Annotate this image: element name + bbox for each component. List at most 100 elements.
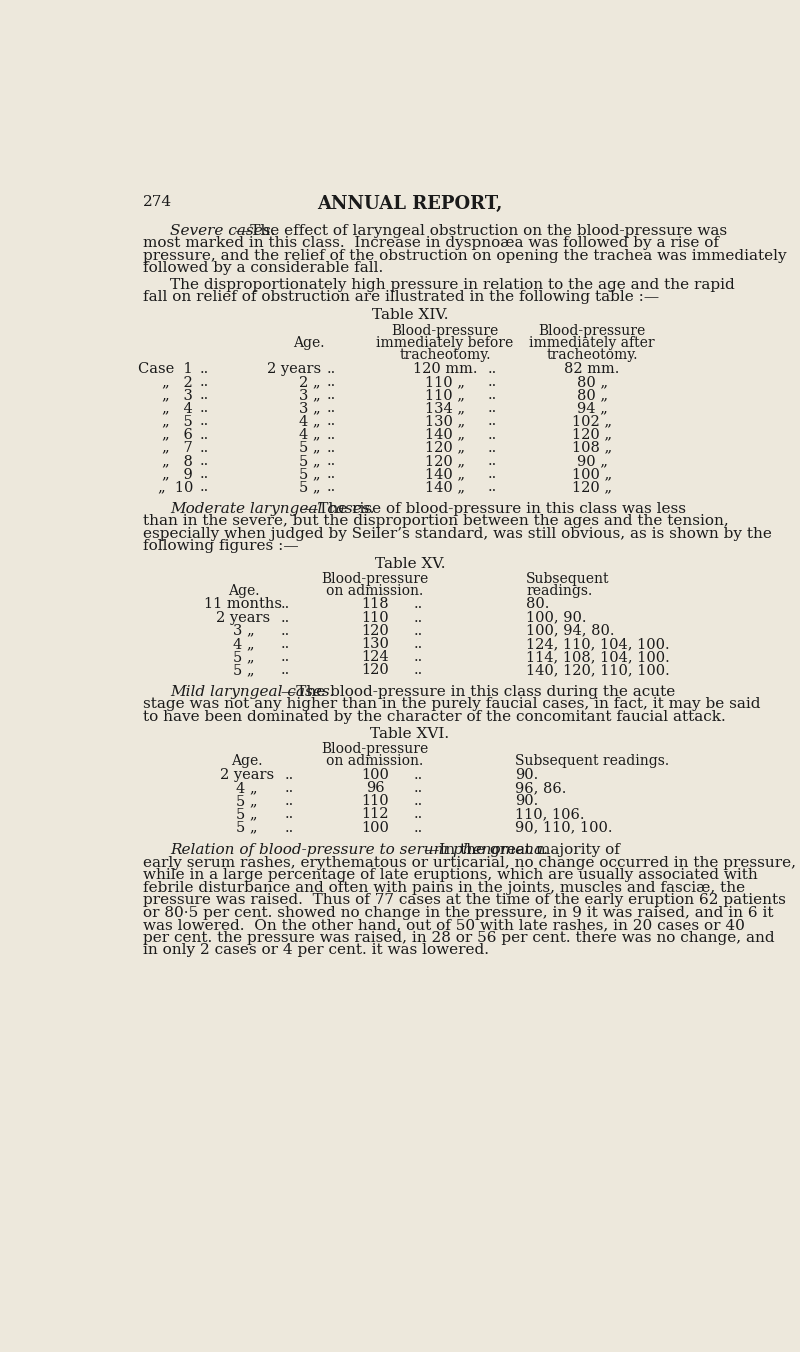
Text: 114, 108, 104, 100.: 114, 108, 104, 100. (526, 650, 670, 664)
Text: ..: .. (487, 427, 497, 442)
Text: 274: 274 (142, 195, 172, 208)
Text: pressure was raised.  Thus of 77 cases at the time of the early eruption 62 pati: pressure was raised. Thus of 77 cases at… (142, 894, 786, 907)
Text: 134 „: 134 „ (425, 402, 465, 415)
Text: ..: .. (281, 598, 290, 611)
Text: ..: .. (414, 821, 423, 834)
Text: 3 „: 3 „ (299, 402, 321, 415)
Text: Table XV.: Table XV. (374, 557, 446, 571)
Text: 140 „: 140 „ (425, 466, 465, 481)
Text: or 80·5 per cent. showed no change in the pressure, in 9 it was raised, and in 6: or 80·5 per cent. showed no change in th… (142, 906, 773, 919)
Text: 110: 110 (362, 611, 389, 625)
Text: Subsequent: Subsequent (526, 572, 610, 585)
Text: ..: .. (487, 375, 497, 389)
Text: ..: .. (326, 414, 335, 429)
Text: 100 „: 100 „ (572, 466, 612, 481)
Text: Mild laryngeal cases.: Mild laryngeal cases. (170, 684, 334, 699)
Text: ..: .. (487, 441, 497, 454)
Text: 140, 120, 110, 100.: 140, 120, 110, 100. (526, 664, 670, 677)
Text: stage was not any higher than in the purely faucial cases, in fact, it may be sa: stage was not any higher than in the pur… (142, 698, 760, 711)
Text: immediately before: immediately before (376, 337, 514, 350)
Text: fall on relief of obstruction are illustrated in the following table :—: fall on relief of obstruction are illust… (142, 291, 658, 304)
Text: —The effect of laryngeal obstruction on the blood-pressure was: —The effect of laryngeal obstruction on … (235, 224, 727, 238)
Text: 108 „: 108 „ (572, 441, 612, 454)
Text: 120 „: 120 „ (572, 427, 612, 442)
Text: 4 „: 4 „ (233, 637, 254, 650)
Text: 4 „: 4 „ (237, 781, 258, 795)
Text: 120 „: 120 „ (572, 480, 612, 495)
Text: Age.: Age. (231, 754, 263, 768)
Text: to have been dominated by the character of the concomitant faucial attack.: to have been dominated by the character … (142, 710, 726, 723)
Text: ..: .. (326, 402, 335, 415)
Text: ..: .. (199, 388, 209, 402)
Text: Table XVI.: Table XVI. (370, 727, 450, 741)
Text: „   7: „ 7 (162, 441, 193, 454)
Text: most marked in this class.  Increase in dyspnoæa was followed by a rise of: most marked in this class. Increase in d… (142, 237, 718, 250)
Text: immediately after: immediately after (530, 337, 655, 350)
Text: 96: 96 (366, 781, 385, 795)
Text: 130: 130 (361, 637, 389, 650)
Text: 118: 118 (362, 598, 389, 611)
Text: on admission.: on admission. (326, 754, 424, 768)
Text: ..: .. (281, 664, 290, 677)
Text: Relation of blood-pressure to serum phenomena.: Relation of blood-pressure to serum phen… (170, 844, 548, 857)
Text: ..: .. (326, 466, 335, 481)
Text: ..: .. (487, 362, 497, 376)
Text: The disproportionately high pressure in relation to the age and the rapid: The disproportionately high pressure in … (170, 277, 734, 292)
Text: 130 „: 130 „ (425, 414, 465, 429)
Text: ..: .. (326, 388, 335, 402)
Text: ..: .. (285, 807, 294, 822)
Text: Case  1: Case 1 (138, 362, 193, 376)
Text: 110: 110 (362, 794, 389, 808)
Text: ..: .. (199, 441, 209, 454)
Text: pressure, and the relief of the obstruction on opening the trachea was immediate: pressure, and the relief of the obstruct… (142, 249, 786, 262)
Text: 2 years: 2 years (266, 362, 321, 376)
Text: tracheotomy.: tracheotomy. (546, 347, 638, 362)
Text: Blood-pressure: Blood-pressure (538, 324, 646, 338)
Text: than in the severe, but the disproportion between the ages and the tension,: than in the severe, but the disproportio… (142, 514, 728, 529)
Text: early serum rashes, erythematous or urticarial, no change occurred in the pressu: early serum rashes, erythematous or urti… (142, 856, 796, 869)
Text: 5 „: 5 „ (237, 821, 258, 834)
Text: Blood-pressure: Blood-pressure (322, 572, 429, 585)
Text: 5 „: 5 „ (237, 807, 258, 822)
Text: —In the great majority of: —In the great majority of (424, 844, 620, 857)
Text: Age.: Age. (228, 584, 259, 598)
Text: ..: .. (199, 454, 209, 468)
Text: 124, 110, 104, 100.: 124, 110, 104, 100. (526, 637, 670, 650)
Text: 5 „: 5 „ (299, 454, 321, 468)
Text: ..: .. (281, 611, 290, 625)
Text: 82 mm.: 82 mm. (565, 362, 620, 376)
Text: 100, 94, 80.: 100, 94, 80. (526, 623, 614, 638)
Text: 120: 120 (362, 664, 389, 677)
Text: febrile disturbance and often with pains in the joints, muscles and fasciæ, the: febrile disturbance and often with pains… (142, 880, 745, 895)
Text: „   8: „ 8 (162, 454, 193, 468)
Text: 80 „: 80 „ (577, 375, 608, 389)
Text: ..: .. (199, 480, 209, 495)
Text: ..: .. (199, 362, 209, 376)
Text: ..: .. (487, 466, 497, 481)
Text: ..: .. (414, 611, 423, 625)
Text: —The rise of blood-pressure in this class was less: —The rise of blood-pressure in this clas… (303, 502, 686, 515)
Text: 112: 112 (362, 807, 389, 822)
Text: ..: .. (199, 414, 209, 429)
Text: 102 „: 102 „ (572, 414, 612, 429)
Text: per cent. the pressure was raised, in 28 or 56 per cent. there was no change, an: per cent. the pressure was raised, in 28… (142, 930, 774, 945)
Text: 124: 124 (362, 650, 389, 664)
Text: 5 „: 5 „ (237, 794, 258, 808)
Text: 4 „: 4 „ (299, 414, 321, 429)
Text: 120 mm.: 120 mm. (413, 362, 477, 376)
Text: ..: .. (199, 375, 209, 389)
Text: ..: .. (285, 768, 294, 781)
Text: ..: .. (281, 637, 290, 650)
Text: 96, 86.: 96, 86. (514, 781, 566, 795)
Text: ..: .. (487, 414, 497, 429)
Text: 94 „: 94 „ (577, 402, 607, 415)
Text: ..: .. (199, 466, 209, 481)
Text: 90.: 90. (514, 768, 538, 781)
Text: ..: .. (487, 388, 497, 402)
Text: 100: 100 (361, 821, 389, 834)
Text: ..: .. (326, 375, 335, 389)
Text: 140 „: 140 „ (425, 480, 465, 495)
Text: ..: .. (414, 637, 423, 650)
Text: 5 „: 5 „ (299, 441, 321, 454)
Text: ..: .. (414, 768, 423, 781)
